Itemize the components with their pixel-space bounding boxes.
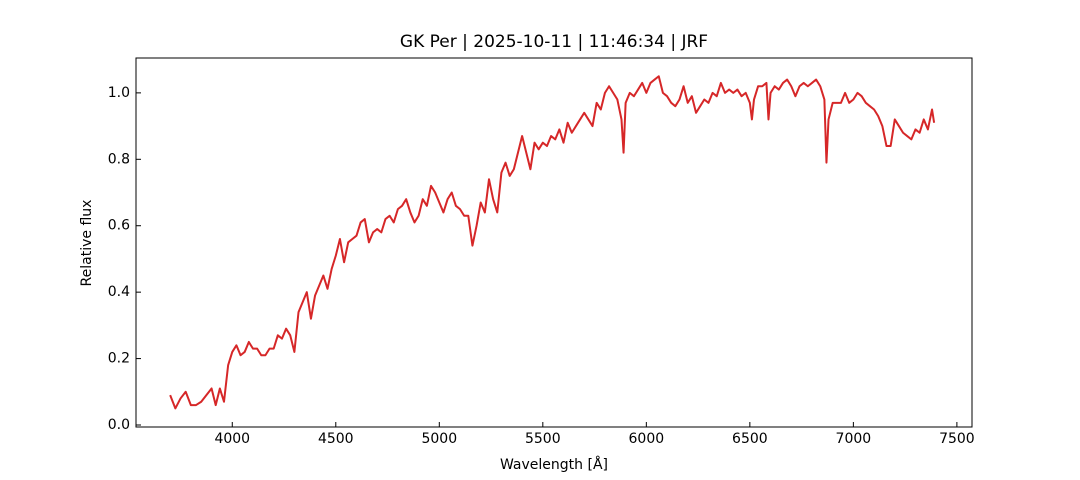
x-tick-label: 6000 xyxy=(629,431,665,447)
plot-frame xyxy=(135,57,973,428)
x-tick-label: 5000 xyxy=(421,431,457,447)
x-tick-label: 7000 xyxy=(836,431,872,447)
x-tick-label: 4000 xyxy=(214,431,250,447)
y-tick-label: 0.0 xyxy=(108,417,130,433)
y-tick-label: 1.0 xyxy=(108,85,130,101)
y-axis-label: Relative flux xyxy=(79,200,95,287)
x-axis-label: Wavelength [Å] xyxy=(500,456,608,473)
y-tick-label: 0.6 xyxy=(108,218,130,234)
x-tick-label: 5500 xyxy=(525,431,561,447)
spectrum-line xyxy=(169,75,936,410)
y-tick-label: 0.8 xyxy=(108,151,130,167)
chart-title: GK Per | 2025-10-11 | 11:46:34 | JRF xyxy=(400,32,708,52)
x-tick-label: 6500 xyxy=(732,431,768,447)
x-tick-label: 7500 xyxy=(939,431,975,447)
y-tick-label: 0.2 xyxy=(108,351,130,367)
x-tick-label: 4500 xyxy=(318,431,354,447)
y-tick-label: 0.4 xyxy=(108,284,130,300)
